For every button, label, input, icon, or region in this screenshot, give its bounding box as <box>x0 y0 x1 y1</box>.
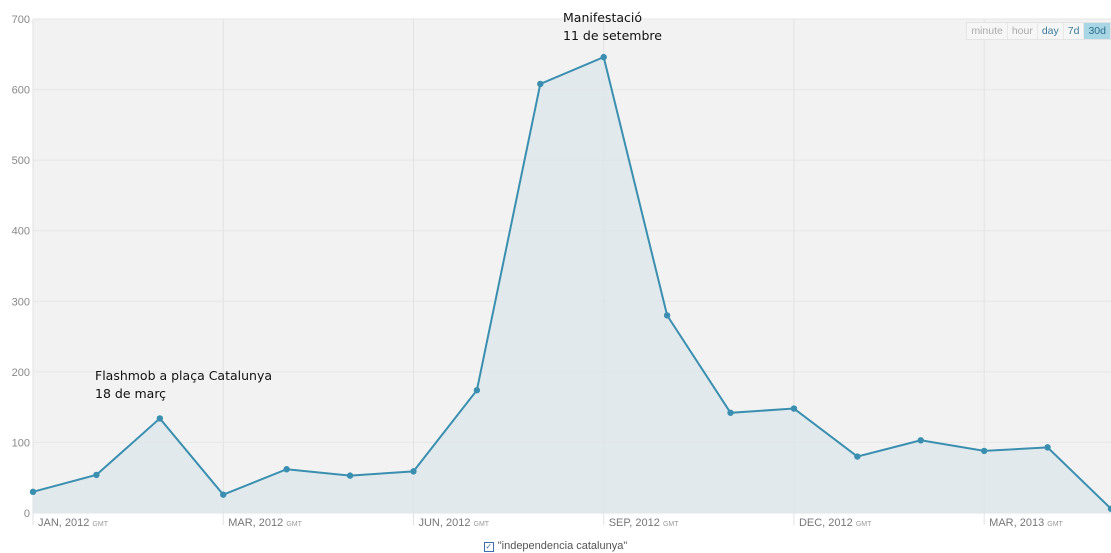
data-point[interactable] <box>917 437 924 444</box>
y-tick-label: 400 <box>12 226 30 238</box>
data-point[interactable] <box>220 491 227 498</box>
data-point[interactable] <box>790 405 798 412</box>
data-point[interactable] <box>156 415 164 422</box>
range-day-button[interactable]: day <box>1036 23 1063 39</box>
data-point[interactable] <box>1044 444 1051 451</box>
annotation-text: 18 de març <box>95 386 166 401</box>
legend-label: "independencia catalunya" <box>497 540 628 552</box>
y-tick-label: 700 <box>12 14 30 26</box>
data-point[interactable] <box>1107 505 1111 512</box>
data-point[interactable] <box>727 409 734 416</box>
series-line <box>32 55 1111 510</box>
data-point[interactable] <box>473 387 481 394</box>
annotations: Flashmob a plaça Catalunya 18 de març Mani… <box>95 10 662 401</box>
data-point[interactable] <box>663 312 671 319</box>
range-selector: minute hour day 7d 30d <box>966 22 1111 40</box>
data-point[interactable] <box>537 80 544 88</box>
range-30d-button[interactable]: 30d <box>1083 23 1110 39</box>
checkbox-checked-icon[interactable]: ✓ <box>483 542 494 552</box>
data-point[interactable] <box>346 472 354 479</box>
data-point[interactable] <box>410 468 417 475</box>
y-tick-label: 600 <box>12 85 30 97</box>
x-tick-label: SEP, 2012 GMT <box>609 517 680 529</box>
data-point[interactable] <box>600 53 607 61</box>
x-tick-label: MAR, 2012 GMT <box>228 517 302 529</box>
data-point[interactable] <box>854 453 861 460</box>
x-tick-label: MAR, 2013 GMT <box>989 517 1063 529</box>
data-point[interactable] <box>980 447 988 455</box>
series-area <box>32 55 1111 513</box>
legend[interactable]: ✓ "independencia catalunya" <box>0 540 1111 552</box>
data-point[interactable] <box>283 466 290 473</box>
range-minute-button[interactable]: minute <box>971 25 1003 37</box>
x-tick-label: JAN, 2012 GMT <box>38 517 109 529</box>
x-axis: JAN, 2012 GMT MAR, 2012 GMT JUN, 2012 GMT S… <box>38 517 1064 529</box>
y-tick-label: 500 <box>12 155 30 167</box>
area-fill <box>33 57 1111 513</box>
x-tick-label: JUN, 2012 GMT <box>418 517 489 529</box>
data-point[interactable] <box>93 471 100 479</box>
range-7d-button[interactable]: 7d <box>1062 23 1084 39</box>
y-axis: 0 100 200 300 400 500 600 700 <box>12 14 30 520</box>
annotation-text: Manifestació <box>563 10 642 25</box>
y-tick-label: 200 <box>12 367 30 379</box>
annotation-text: Flashmob a plaça Catalunya <box>95 368 272 383</box>
y-tick-label: 100 <box>12 437 30 449</box>
series-points[interactable] <box>29 53 1111 512</box>
data-point[interactable] <box>29 488 37 496</box>
y-tick-label: 0 <box>24 508 30 520</box>
range-hour-button[interactable]: hour <box>1006 23 1037 39</box>
x-tick-label: DEC, 2012 GMT <box>799 517 872 529</box>
annotation-text: 11 de setembre <box>563 28 662 43</box>
y-tick-label: 300 <box>12 296 30 308</box>
